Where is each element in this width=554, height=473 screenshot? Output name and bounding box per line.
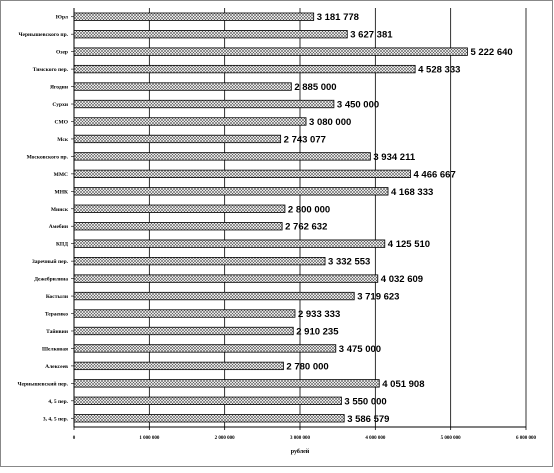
bar: [73, 344, 337, 353]
bar: [73, 134, 282, 144]
bar: [73, 326, 294, 336]
data-label: 3 450 000: [337, 100, 379, 111]
x-tick-label: 4 000 000: [365, 436, 386, 441]
data-label: 3 475 000: [339, 344, 381, 355]
data-label: 4 168 333: [391, 187, 433, 198]
bar: [73, 152, 371, 161]
category-label: 3, 4, 5 пер.: [43, 416, 69, 422]
data-label: 3 627 381: [350, 30, 393, 41]
category-label: Сурхи: [52, 102, 68, 108]
category-label: ММС: [54, 172, 68, 178]
data-label: 4 125 510: [388, 239, 430, 250]
bar: [73, 99, 335, 109]
x-axis-title: рублей: [291, 448, 310, 455]
data-label: 3 550 000: [344, 396, 386, 407]
category-label: Чернышевского пр.: [19, 32, 69, 38]
bar: [73, 47, 468, 56]
data-label: 2 743 077: [284, 134, 326, 145]
data-label: 2 780 000: [286, 361, 328, 372]
category-label: Чернышевский пер.: [18, 380, 69, 387]
data-label: 2 910 235: [296, 326, 339, 337]
data-label: 2 933 333: [298, 309, 340, 320]
x-tick-label: 0: [73, 436, 76, 441]
x-tick-label: 6 000 000: [516, 436, 537, 441]
bar: [73, 204, 286, 213]
axes: 0 1 000 000 2 000 000 3 000 000 4 000 000 5 0…: [18, 8, 537, 441]
category-label: СМО: [55, 119, 69, 125]
data-label: 3 934 211: [373, 152, 415, 163]
category-label: Ягодин: [50, 85, 69, 91]
bar: [73, 361, 284, 371]
bar: [73, 239, 386, 248]
bar: [73, 12, 315, 21]
data-label: 4 032 609: [381, 274, 423, 285]
data-label: 3 719 623: [357, 292, 399, 303]
bar: [73, 187, 389, 196]
data-label: 2 885 000: [294, 82, 336, 93]
category-label: Тераенко: [45, 312, 68, 318]
category-label: Юрл: [56, 15, 68, 21]
category-label: Тайнвин: [46, 328, 69, 335]
bar: [73, 379, 380, 388]
data-label: 3 332 553: [328, 257, 370, 268]
bar: [73, 274, 379, 283]
bar: [73, 222, 283, 231]
category-label: Тимского пер.: [33, 67, 69, 73]
category-label: Амебин: [49, 223, 69, 230]
category-label: Заречный пер.: [32, 258, 69, 265]
category-label: Алексеев: [45, 364, 68, 370]
data-label: 4 528 333: [418, 65, 460, 76]
category-label: 4, 5 пер.: [48, 399, 68, 405]
bar: [73, 64, 416, 74]
category-label: Минск: [51, 207, 69, 213]
category-label: Озер: [56, 50, 68, 56]
category-label: МНК: [55, 189, 68, 195]
category-label: Костыли: [46, 294, 69, 300]
data-label: 4 466 667: [413, 169, 455, 180]
data-label: 3 181 778: [317, 12, 359, 23]
bar: [73, 30, 348, 39]
category-label: Шелковая: [42, 346, 68, 352]
data-label: 2 800 000: [288, 204, 330, 215]
bar: [73, 291, 355, 301]
x-tick-label: 5 000 000: [441, 436, 462, 441]
category-label: КПД: [56, 242, 68, 248]
data-label: 3 586 579: [347, 414, 389, 425]
x-tick-label: 2 000 000: [215, 436, 236, 441]
x-tick-label: 3 000 000: [290, 436, 311, 441]
bar: [73, 414, 345, 423]
data-label: 4 051 908: [382, 379, 424, 390]
bar: [73, 82, 292, 91]
data-label: 3 080 000: [309, 117, 351, 128]
bar: [73, 309, 296, 318]
x-tick-label: 1 000 000: [139, 436, 160, 441]
category-label: Московского пр.: [27, 154, 69, 160]
bar: [73, 396, 342, 405]
category-label: Мск: [57, 137, 69, 143]
bar: [73, 256, 326, 266]
bar: [73, 117, 307, 126]
data-label: 2 762 632: [285, 222, 327, 233]
category-label: Дежебрилина: [34, 276, 68, 283]
data-label: 5 222 640: [470, 47, 512, 58]
grid-lines: [148, 8, 527, 427]
bar: [73, 169, 411, 179]
